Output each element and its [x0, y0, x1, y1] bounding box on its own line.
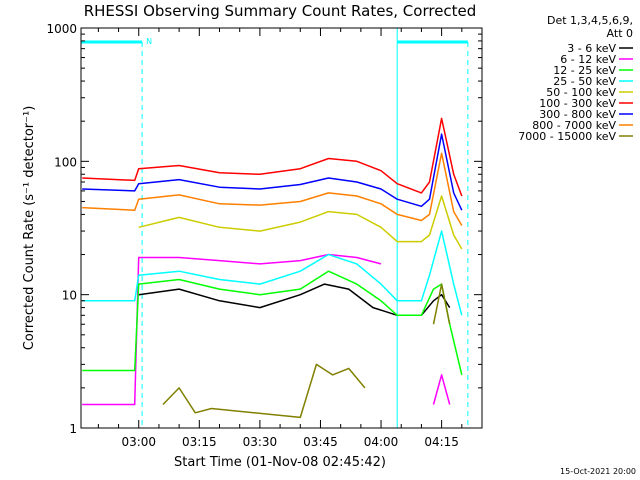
x-axis-label: Start Time (01-Nov-08 02:45:42) [174, 455, 386, 470]
x-axis: 03:00 03:15 03:30 03:45 04:00 04:15 [97, 28, 483, 449]
legend-label-4: 50 - 100 keV [546, 86, 616, 99]
x-tick-label: 04:15 [424, 435, 459, 449]
night-label-0: N [146, 37, 152, 46]
legend-attenuator: Att 0 [607, 27, 633, 40]
chart-title: RHESSI Observing Summary Count Rates, Co… [84, 2, 477, 20]
x-tick-label: 03:45 [303, 435, 338, 449]
y-tick-label: 1 [69, 422, 77, 436]
y-tick-label: 10 [62, 289, 77, 303]
series-line-3 [82, 230, 463, 316]
legend-label-3: 25 - 50 keV [553, 75, 616, 88]
legend-label-6: 300 - 800 keV [539, 108, 616, 121]
series-line-4 [138, 195, 463, 250]
footer-date: 15-Oct-2021 20:00 [560, 467, 636, 476]
x-tick-label: 03:30 [243, 435, 278, 449]
series-lines [82, 117, 463, 419]
plot-frame [80, 27, 483, 429]
legend-label-2: 12 - 25 keV [553, 64, 616, 77]
x-tick-label: 04:00 [364, 435, 399, 449]
legend-label-0: 3 - 6 keV [567, 42, 616, 55]
series-line-6 [82, 133, 463, 211]
y-axis: 1 10 100 1000 [46, 22, 482, 436]
legend-label-5: 100 - 300 keV [539, 97, 616, 110]
series-line-0 [138, 283, 451, 317]
x-tick-label: 03:00 [121, 435, 156, 449]
series-line-7 [82, 152, 463, 226]
y-tick-label: 1000 [46, 22, 77, 36]
legend-label-7: 800 - 7000 keV [532, 119, 616, 132]
series-line-8 [162, 283, 451, 419]
legend-label-1: 6 - 12 keV [560, 53, 616, 66]
x-tick-label: 03:15 [182, 435, 217, 449]
y-axis-label: Corrected Count Rate (s⁻¹ detector⁻¹) [22, 106, 37, 351]
legend-detectors: Det 1,3,4,5,6,9, [547, 14, 633, 27]
series-line-5 [82, 117, 463, 197]
y-tick-label: 100 [54, 155, 77, 169]
legend-label-8: 7000 - 15000 keV [518, 130, 616, 143]
series-line-2 [82, 270, 463, 376]
